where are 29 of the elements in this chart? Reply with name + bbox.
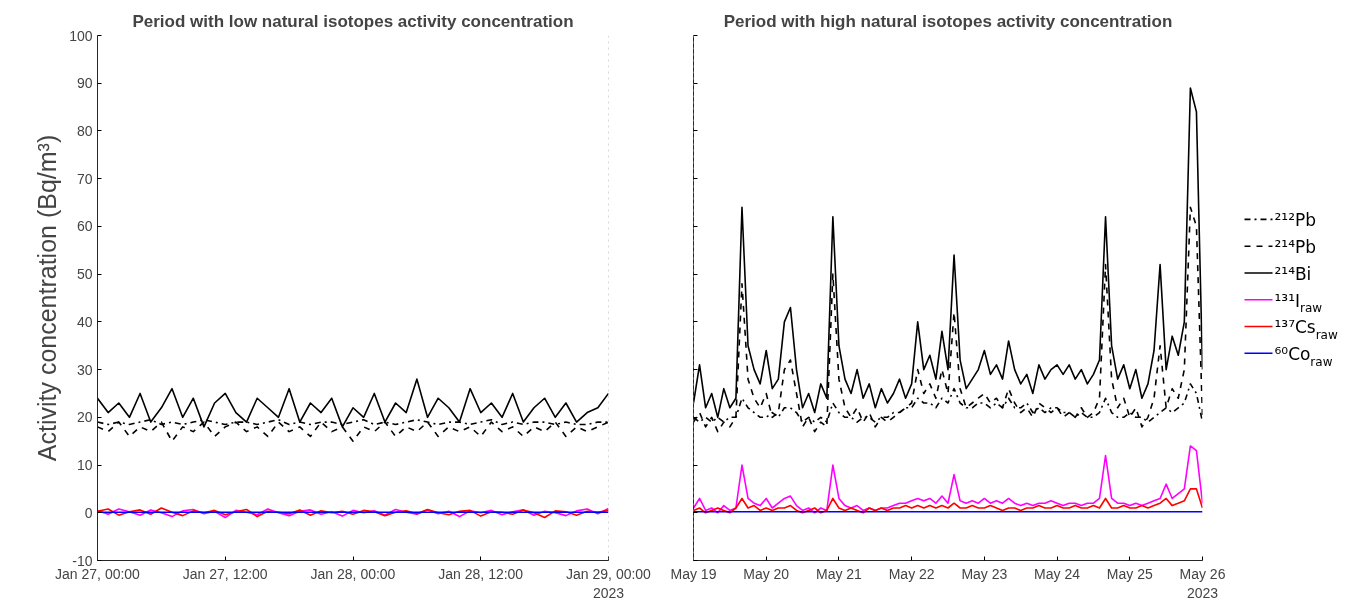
x-tick-label: Jan 28, 00:00 — [310, 565, 396, 582]
x-tick-label: Jan 27, 12:00 — [182, 565, 268, 582]
y-tick-label: 90 — [76, 75, 93, 92]
x-tick-label: May 21 — [815, 565, 863, 582]
y-tick-label: 40 — [76, 313, 93, 330]
chart-title: Period with low natural isotopes activity concentration — [132, 11, 574, 31]
y-tick-label: 80 — [76, 122, 93, 139]
y-tick-label: 20 — [76, 409, 93, 426]
y-tick-label: 0 — [84, 504, 93, 521]
x-tick-label: May 26 2023 — [1179, 565, 1226, 601]
x-tick-label: May 25 — [1106, 565, 1153, 582]
x-tick-label: May 20 — [743, 565, 790, 582]
x-tick-label: Jan 29, 00:00 2023 — [566, 565, 652, 601]
y-tick-label: 10 — [76, 457, 93, 474]
legend-label: ²¹⁴Bi — [1274, 263, 1312, 284]
y-tick-label: 70 — [76, 170, 93, 187]
y-tick-label: 60 — [76, 218, 93, 235]
chart-title: Period with high natural isotopes activity concentration — [723, 11, 1173, 31]
x-tick-label: May 22 — [888, 565, 935, 582]
legend-label: ²¹⁴Pb — [1274, 237, 1316, 258]
legend-label: ²¹²Pb — [1274, 210, 1316, 231]
y-axis-title: Activity concentration (Bq/m³) — [33, 134, 62, 462]
x-tick-label: Jan 28, 12:00 — [438, 565, 524, 582]
y-tick-label: 30 — [76, 361, 93, 378]
x-tick-label: May 23 — [961, 565, 1008, 582]
y-tick-label: 100 — [69, 27, 93, 44]
y-tick-label: 50 — [76, 266, 93, 283]
x-tick-label: May 19 — [670, 565, 717, 582]
x-tick-label: May 24 — [1034, 565, 1081, 582]
